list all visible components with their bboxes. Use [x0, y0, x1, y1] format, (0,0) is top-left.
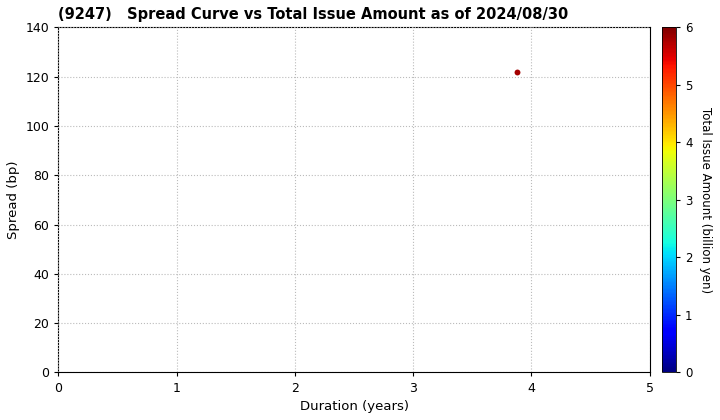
Y-axis label: Spread (bp): Spread (bp)	[7, 160, 20, 239]
Text: (9247)   Spread Curve vs Total Issue Amount as of 2024/08/30: (9247) Spread Curve vs Total Issue Amoun…	[58, 7, 569, 22]
Point	[511, 68, 523, 75]
Y-axis label: Total Issue Amount (billion yen): Total Issue Amount (billion yen)	[699, 107, 712, 293]
X-axis label: Duration (years): Duration (years)	[300, 400, 408, 413]
